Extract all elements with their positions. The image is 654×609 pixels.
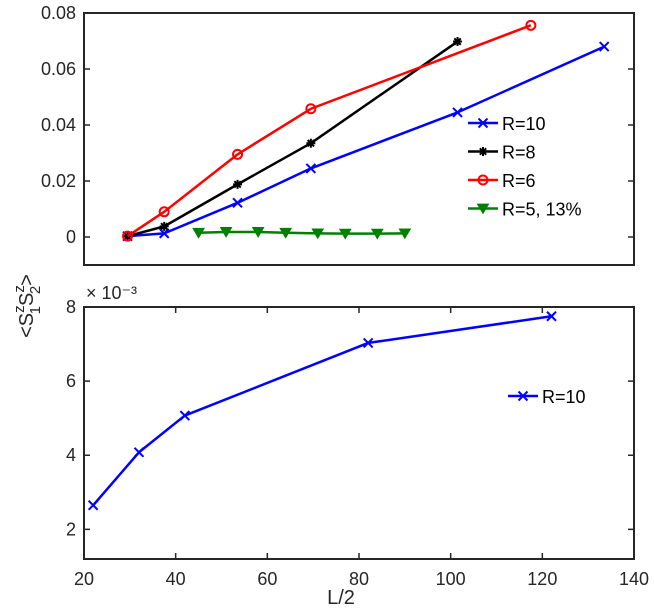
legend-label: R=10 xyxy=(542,387,586,407)
x-axis-label: L/2 xyxy=(327,587,355,609)
y-tick-label: 0 xyxy=(66,227,76,247)
data-point xyxy=(398,228,412,240)
series-line xyxy=(126,24,532,238)
data-point xyxy=(133,447,145,458)
legend: R=10 xyxy=(508,387,586,407)
data-point xyxy=(122,230,134,242)
bottom-panel: 2 4 6 8 20 40 60 80 100 120 140 R=10 L/2 × 10⁻³ xyxy=(66,283,649,609)
data-point xyxy=(233,179,243,189)
y-tick-label: 8 xyxy=(66,297,76,317)
data-point xyxy=(362,337,374,349)
y-tick-label: 0.02 xyxy=(41,171,76,191)
data-point xyxy=(370,228,384,240)
data-point xyxy=(306,138,316,148)
shared-y-axis-label: <Sz1Sz2> xyxy=(11,274,44,338)
x-tick-label: 60 xyxy=(257,569,277,589)
data-point xyxy=(338,228,352,240)
data-point xyxy=(87,500,99,511)
y-tick-label: 6 xyxy=(66,371,76,391)
series-line xyxy=(127,45,605,238)
legend-label: R=8 xyxy=(502,143,536,163)
top-panel: 0 0.02 0.04 0.06 0.08 R=10 R=8 R=6 R=5, 13% xyxy=(41,3,635,266)
y-tick-label: 2 xyxy=(66,519,76,539)
y-tick-label: 0.06 xyxy=(41,59,76,79)
data-point xyxy=(179,410,191,421)
data-point xyxy=(305,163,317,174)
y-tick-label: 0.08 xyxy=(41,3,76,23)
data-point xyxy=(159,228,170,239)
x-tick-label: 40 xyxy=(166,569,186,589)
x-tick-label: 20 xyxy=(74,569,94,589)
series-r-6 xyxy=(122,19,537,242)
plot-frame xyxy=(83,306,635,560)
y-axis-label-text: <Sz1Sz2> xyxy=(11,274,44,338)
data-point xyxy=(232,148,244,160)
data-point xyxy=(599,41,610,52)
legend-marker xyxy=(478,147,488,156)
legend-label: R=10 xyxy=(502,114,546,134)
series-line xyxy=(92,315,552,507)
y-tick-label: 4 xyxy=(66,445,76,465)
data-point xyxy=(453,37,463,47)
data-point xyxy=(232,197,243,209)
data-point xyxy=(159,221,169,231)
legend-label: R=5, 13% xyxy=(502,200,582,220)
legend-marker xyxy=(477,174,489,186)
data-point xyxy=(311,228,325,240)
x-tick-label: 120 xyxy=(527,569,557,589)
series-r-10 xyxy=(87,311,557,511)
data-point xyxy=(305,103,317,115)
legend-marker xyxy=(476,203,490,215)
plot-frame xyxy=(83,12,635,266)
legend-marker xyxy=(517,390,529,402)
data-point xyxy=(279,227,293,239)
data-point xyxy=(546,311,557,322)
x-tick-label: 80 xyxy=(349,569,369,589)
data-point xyxy=(452,107,463,118)
legend-label: R=6 xyxy=(502,171,536,191)
legend: R=10 R=8 R=6 R=5, 13% xyxy=(468,114,582,220)
data-point xyxy=(158,206,170,218)
x-tick-label: 140 xyxy=(619,569,649,589)
data-point xyxy=(251,227,265,238)
y-tick-label: 0.04 xyxy=(41,115,76,135)
data-point xyxy=(525,19,537,31)
series-r-5-13- xyxy=(192,227,412,240)
x-tick-label: 100 xyxy=(436,569,466,589)
legend-marker xyxy=(477,117,489,129)
series-line xyxy=(198,230,405,235)
y-axis-exponent: × 10⁻³ xyxy=(86,283,137,303)
data-point xyxy=(219,227,233,238)
data-point xyxy=(192,227,205,239)
series-r-8 xyxy=(123,37,463,241)
